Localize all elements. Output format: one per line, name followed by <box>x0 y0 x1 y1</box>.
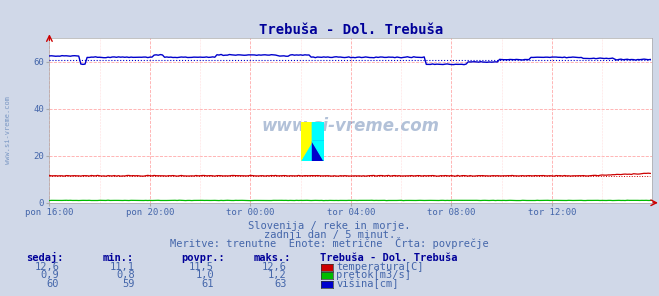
Text: Trebuša - Dol. Trebuša: Trebuša - Dol. Trebuša <box>320 253 457 263</box>
Text: višina[cm]: višina[cm] <box>336 279 399 289</box>
Text: temperatura[C]: temperatura[C] <box>336 262 424 272</box>
Text: 61: 61 <box>202 279 214 289</box>
Text: 0,9: 0,9 <box>41 270 59 280</box>
Text: 1,2: 1,2 <box>268 270 287 280</box>
Text: 63: 63 <box>274 279 287 289</box>
Text: maks.:: maks.: <box>254 253 291 263</box>
Text: Meritve: trenutne  Enote: metrične  Črta: povprečje: Meritve: trenutne Enote: metrične Črta: … <box>170 237 489 249</box>
Text: 11,1: 11,1 <box>110 262 135 272</box>
Text: 1,0: 1,0 <box>196 270 214 280</box>
Polygon shape <box>312 122 324 160</box>
Text: 59: 59 <box>123 279 135 289</box>
Text: 0,8: 0,8 <box>117 270 135 280</box>
Text: www.si-vreme.com: www.si-vreme.com <box>5 96 11 164</box>
Text: povpr.:: povpr.: <box>181 253 225 263</box>
Bar <box>301 122 312 141</box>
Text: 60: 60 <box>47 279 59 289</box>
Text: pretok[m3/s]: pretok[m3/s] <box>336 270 411 280</box>
Polygon shape <box>312 141 324 160</box>
Polygon shape <box>301 141 312 160</box>
Bar <box>312 122 324 160</box>
Text: www.si-vreme.com: www.si-vreme.com <box>262 117 440 135</box>
Text: 12,6: 12,6 <box>262 262 287 272</box>
Text: Slovenija / reke in morje.: Slovenija / reke in morje. <box>248 221 411 231</box>
Text: 11,5: 11,5 <box>189 262 214 272</box>
Title: Trebuša - Dol. Trebuša: Trebuša - Dol. Trebuša <box>259 23 443 37</box>
Polygon shape <box>301 141 312 160</box>
Text: sedaj:: sedaj: <box>26 252 64 263</box>
Text: min.:: min.: <box>102 253 133 263</box>
Bar <box>312 141 324 160</box>
Text: 12,6: 12,6 <box>34 262 59 272</box>
Text: zadnji dan / 5 minut.: zadnji dan / 5 minut. <box>264 230 395 240</box>
